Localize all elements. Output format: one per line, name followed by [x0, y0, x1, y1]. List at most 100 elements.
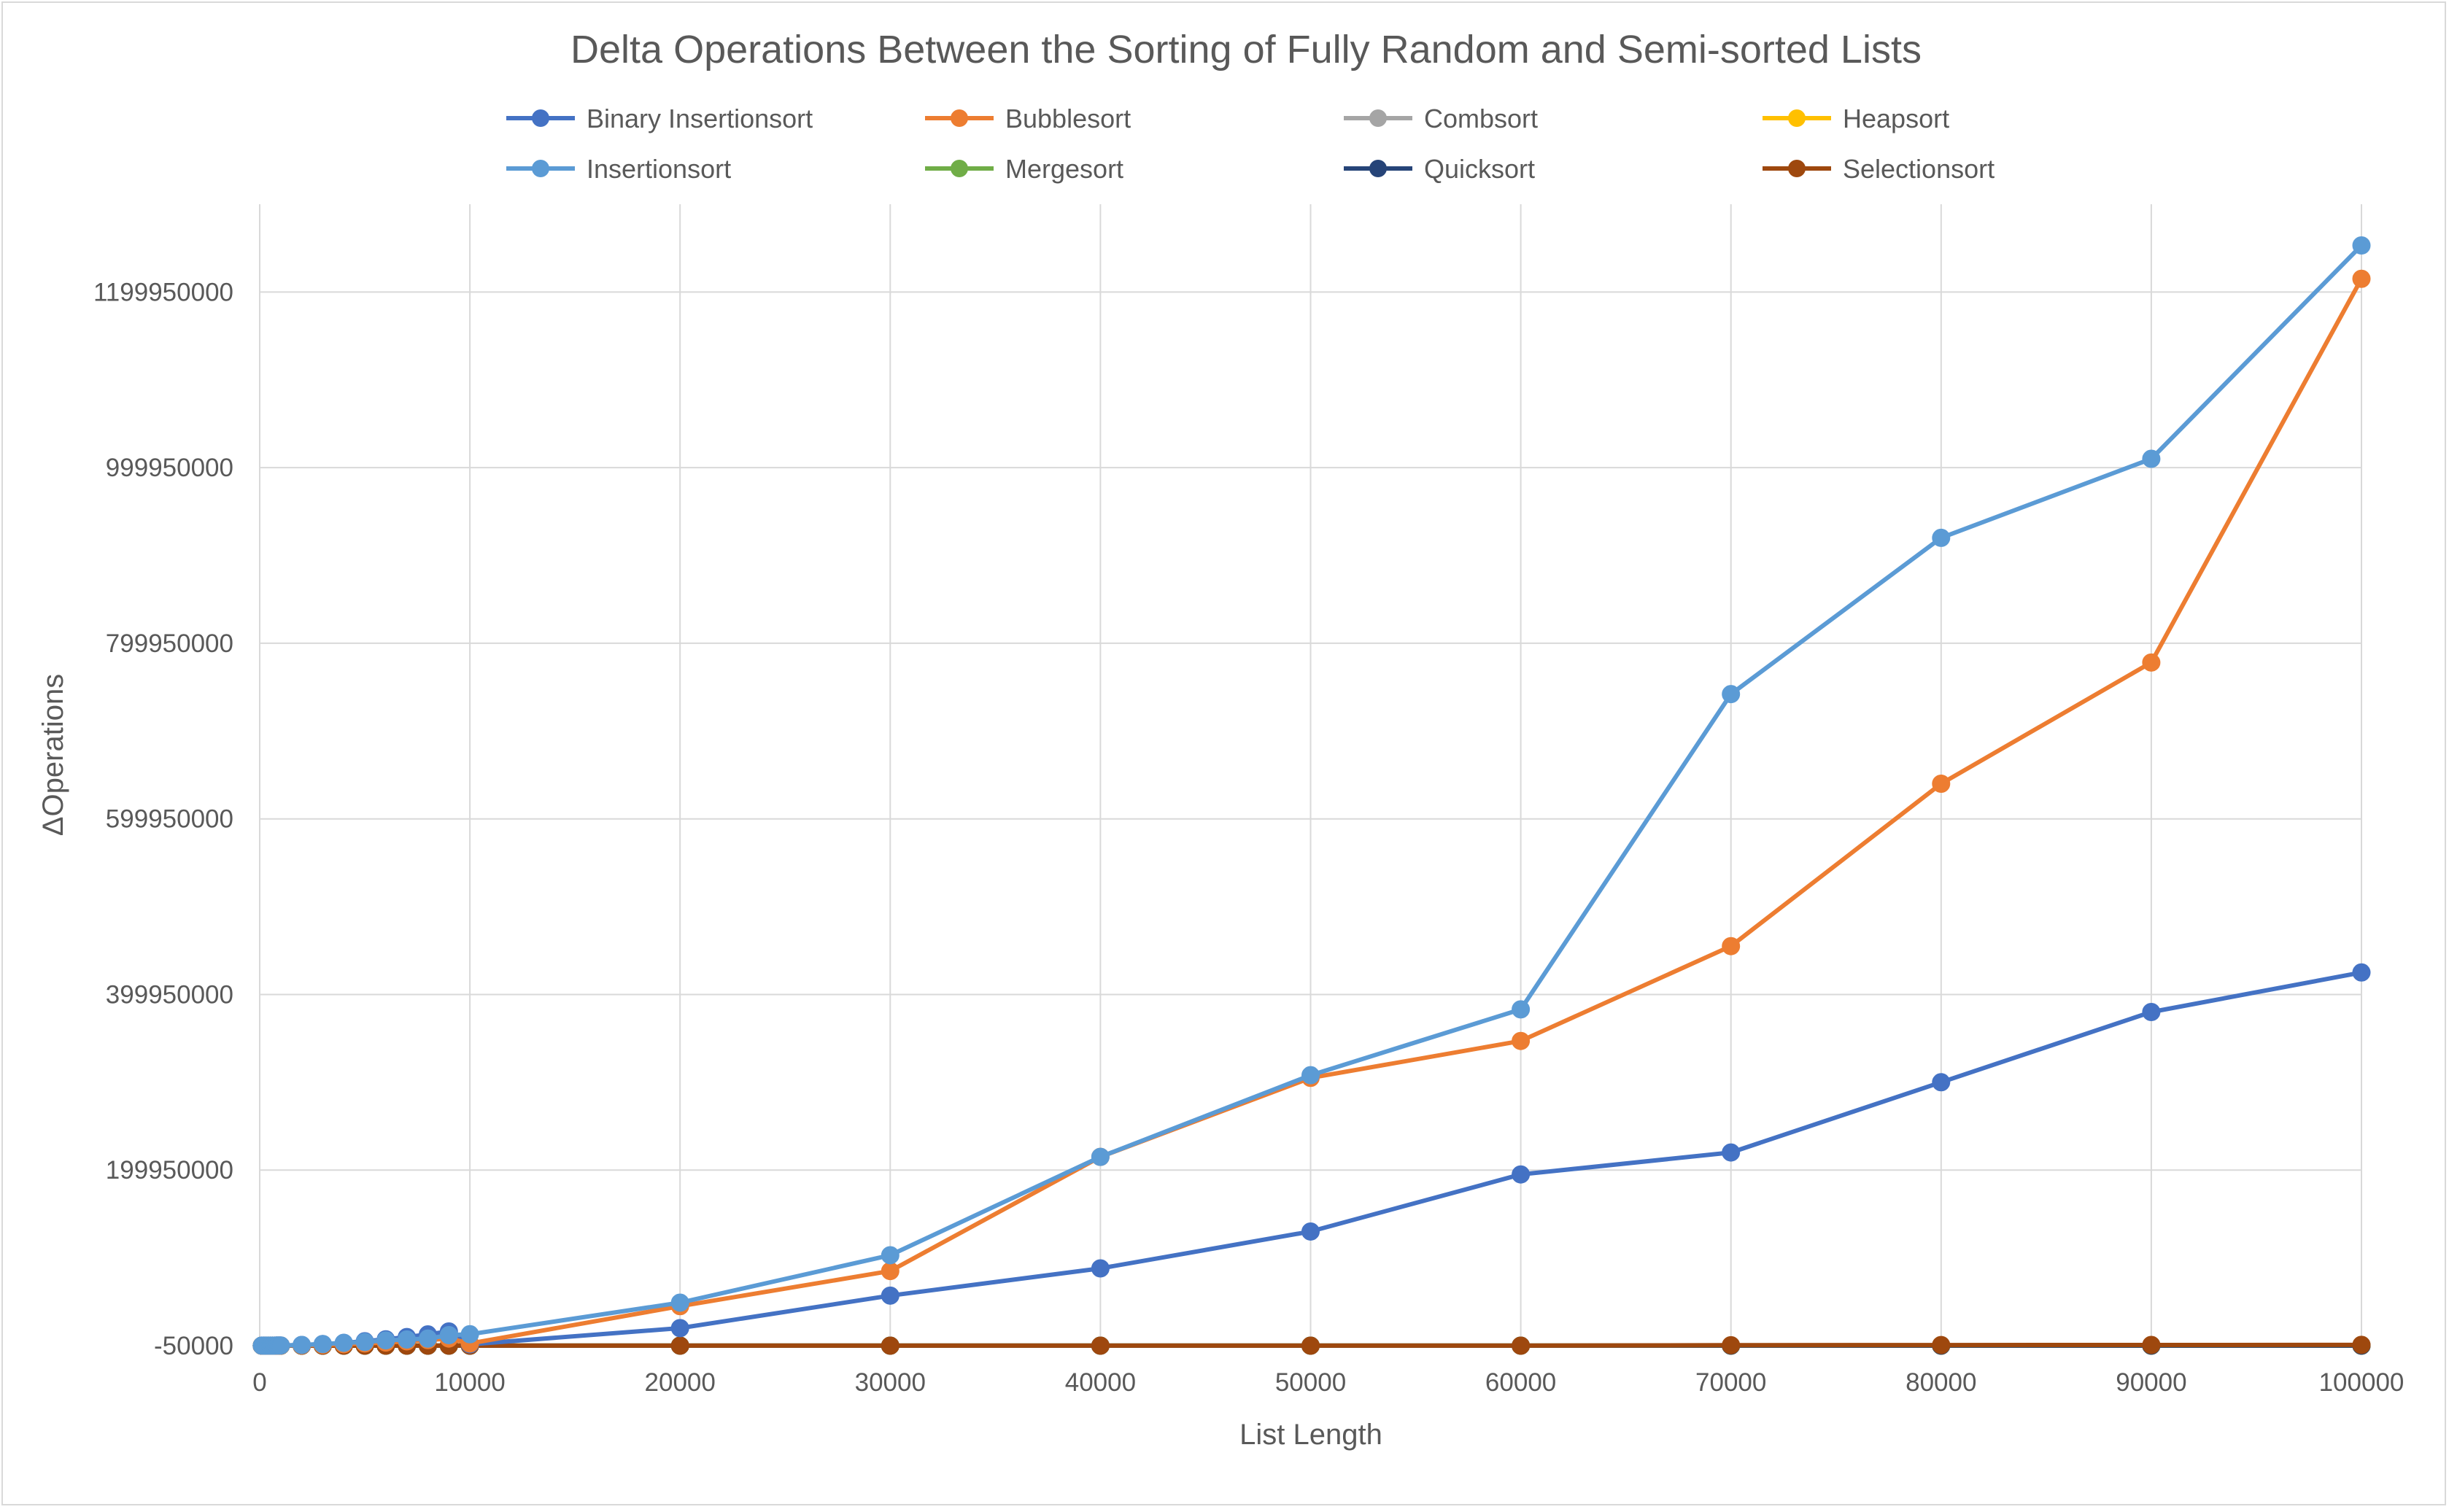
y-tick-label: 199950000 — [106, 1156, 233, 1185]
legend-label: Combsort — [1424, 104, 1538, 133]
y-tick-label: -50000 — [154, 1332, 233, 1360]
x-axis-title: List Length — [1239, 1419, 1382, 1451]
x-tick-label: 60000 — [1485, 1368, 1556, 1397]
data-point — [1301, 1222, 1320, 1241]
data-point — [418, 1329, 437, 1348]
data-point — [881, 1336, 899, 1355]
data-point — [1512, 1165, 1531, 1184]
data-point — [1091, 1259, 1110, 1278]
legend-label: Insertionsort — [587, 154, 731, 184]
data-point — [439, 1325, 458, 1344]
data-point — [1512, 1336, 1531, 1355]
data-point — [881, 1246, 899, 1265]
series-line — [259, 243, 2364, 1348]
x-tick-label: 70000 — [1695, 1368, 1766, 1397]
data-point — [2352, 269, 2371, 288]
legend-swatch-marker — [1788, 160, 1806, 177]
y-axis-title: ΔOperations — [37, 674, 69, 836]
data-point — [2142, 653, 2161, 672]
data-point — [1301, 1066, 1320, 1085]
data-point — [1722, 1143, 1741, 1162]
x-tick-label: 40000 — [1065, 1368, 1136, 1397]
data-point — [293, 1335, 312, 1354]
gridlines — [259, 204, 2362, 1346]
legend-item: Mergesort — [925, 154, 1123, 184]
legend-swatch-marker — [951, 160, 968, 177]
data-point — [2142, 1335, 2161, 1354]
data-point — [376, 1331, 395, 1350]
data-point — [1512, 1031, 1531, 1050]
legend-item: Selectionsort — [1763, 154, 1995, 184]
legend-label: Mergesort — [1005, 154, 1123, 184]
data-point — [1091, 1147, 1110, 1166]
data-point — [2142, 1002, 2161, 1021]
series-binary-insertionsort — [252, 963, 2371, 1355]
x-tick-label: 0 — [252, 1368, 266, 1397]
data-point — [1932, 528, 1951, 547]
data-point — [1932, 774, 1951, 793]
legend-item: Combsort — [1344, 104, 1538, 133]
series-layer — [252, 236, 2371, 1355]
data-point — [881, 1262, 899, 1281]
data-point — [1722, 1335, 1741, 1354]
series-line — [259, 276, 2364, 1348]
data-point — [2352, 1335, 2371, 1354]
data-point — [334, 1333, 353, 1352]
legend-swatch-marker — [1788, 109, 1806, 127]
y-axis-ticks: -50000 199950000 399950000 599950000 7999500… — [93, 278, 233, 1360]
chart-title: Delta Operations Between the Sorting of … — [570, 28, 1922, 71]
data-point — [2142, 449, 2161, 468]
x-tick-label: 30000 — [855, 1368, 926, 1397]
series-insertionsort — [252, 236, 2371, 1355]
x-tick-label: 50000 — [1275, 1368, 1346, 1397]
data-point — [271, 1336, 290, 1355]
legend-swatch-marker — [532, 109, 549, 127]
x-tick-label: 80000 — [1906, 1368, 1976, 1397]
legend-label: Quicksort — [1424, 154, 1535, 184]
legend-item: Bubblesort — [925, 104, 1131, 133]
x-tick-label: 10000 — [434, 1368, 505, 1397]
legend-item: Heapsort — [1763, 104, 1949, 133]
data-point — [355, 1333, 374, 1352]
x-axis-ticks: 0 10000 20000 30000 40000 50000 60000 70000 8000… — [252, 1368, 2404, 1397]
data-point — [670, 1293, 689, 1312]
y-tick-label: 999950000 — [106, 454, 233, 482]
data-point — [398, 1330, 417, 1349]
legend-swatch-marker — [1369, 109, 1387, 127]
legend-item: Quicksort — [1344, 154, 1535, 184]
y-tick-label: 599950000 — [106, 805, 233, 834]
legend-swatch-marker — [1369, 160, 1387, 177]
data-point — [881, 1286, 899, 1305]
data-point — [313, 1335, 332, 1354]
data-point — [2352, 236, 2371, 255]
data-point — [460, 1325, 479, 1344]
legend-swatch-marker — [951, 109, 968, 127]
data-point — [1091, 1336, 1110, 1355]
y-tick-label: 799950000 — [106, 629, 233, 658]
series-bubblesort — [252, 269, 2371, 1355]
y-tick-label: 1199950000 — [93, 278, 233, 306]
legend-item: Binary Insertionsort — [506, 104, 813, 133]
data-point — [670, 1319, 689, 1338]
data-point — [1512, 1000, 1531, 1019]
data-point — [670, 1336, 689, 1355]
legend-label: Bubblesort — [1005, 104, 1131, 133]
series-selectionsort — [252, 1335, 2371, 1355]
legend-swatch-marker — [532, 160, 549, 177]
y-tick-label: 399950000 — [106, 980, 233, 1009]
data-point — [2352, 963, 2371, 982]
legend-label: Binary Insertionsort — [587, 104, 813, 133]
data-point — [1722, 937, 1741, 955]
legend-label: Selectionsort — [1843, 154, 1995, 184]
data-point — [1932, 1073, 1951, 1092]
data-point — [1932, 1335, 1951, 1354]
x-tick-label: 90000 — [2116, 1368, 2186, 1397]
legend: Binary Insertionsort Bubblesort Combsort He… — [506, 104, 1995, 184]
x-tick-label: 20000 — [645, 1368, 716, 1397]
legend-label: Heapsort — [1843, 104, 1949, 133]
series-line — [259, 970, 2364, 1348]
data-point — [1301, 1336, 1320, 1355]
x-tick-label: 100000 — [2319, 1368, 2404, 1397]
